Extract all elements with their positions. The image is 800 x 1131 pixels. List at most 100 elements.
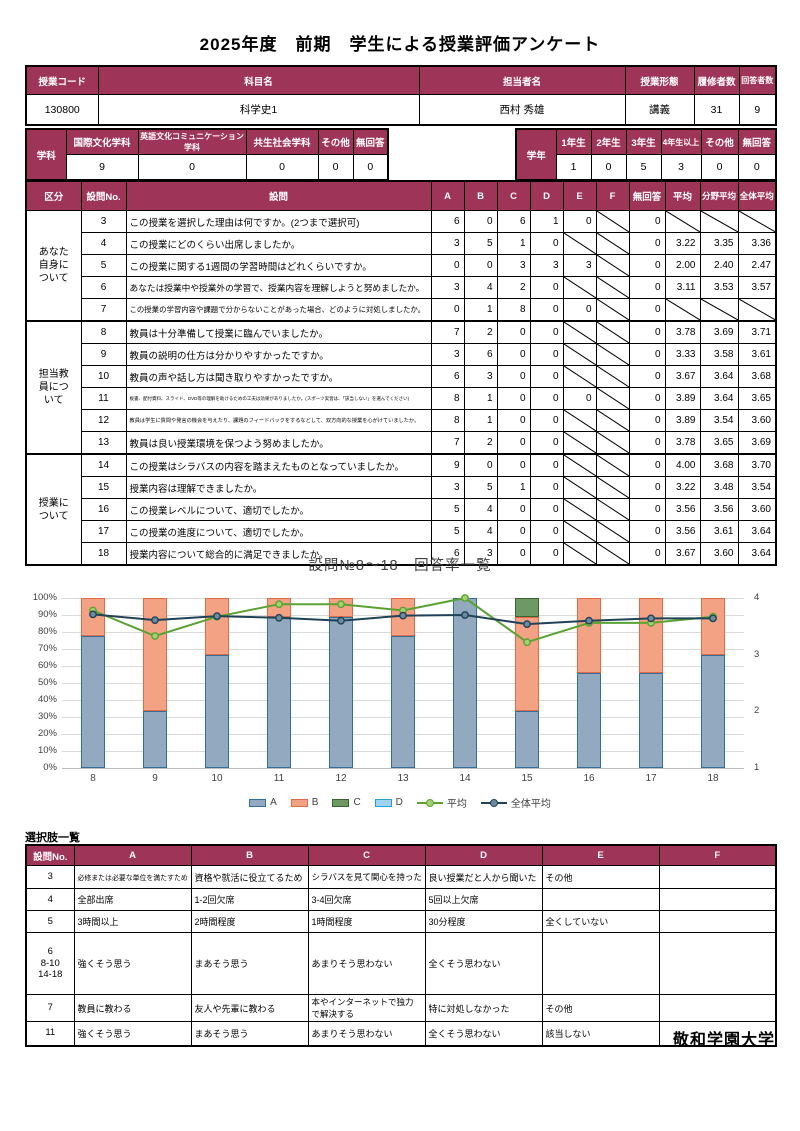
answer-count-cell: 0 [463,453,498,477]
y-axis-tick: 90% [37,609,57,620]
question-text: あなたは授業中や授業外の学習で、授業内容を理解しようと努めましたか。 [125,276,432,299]
answer-count-cell: 6 [496,210,531,233]
y-axis-tick: 70% [37,643,57,654]
average-cell: 3.36 [737,232,777,255]
question-number: 12 [80,409,127,432]
average-cell: 3.56 [699,498,739,521]
average-cell: 3.57 [737,276,777,299]
legend-label: B [311,797,319,808]
answer-count-cell: 0 [628,498,666,521]
choices-question-number: 6 8-10 14-18 [25,932,75,995]
answer-count-cell: 6 [430,210,465,233]
answer-count-cell: 3 [562,254,597,277]
average-cell: 3.22 [664,232,701,255]
question-row: 6 あなたは授業中や授業外の学習で、授業内容を理解しようと努めましたか。 3 4 2 0 0… [26,276,777,299]
answer-count-cell: 5 [430,498,465,521]
choice-text-cell: 全くしていない [541,910,660,933]
average-cell: 3.89 [664,409,701,432]
line-marker [151,616,159,624]
average-cell: 3.68 [699,453,739,477]
answer-count-cell: 0 [496,343,531,366]
choice-text-cell: 友人や先輩に教わる [190,994,309,1022]
choice-text-cell [658,932,777,995]
choice-text-cell: 特に対処しなかった [424,994,543,1022]
question-number: 5 [80,254,127,277]
question-header-1: 設問No. [80,180,127,211]
answer-count-cell: 1 [463,409,498,432]
dept-header-1: 国際文化学科 [65,128,139,155]
choice-text-cell [658,1021,777,1046]
answer-count-cell: 4 [463,276,498,299]
choices-row: 11 強くそう思う まあそう思う あまりそう思わない 全くそう思わない 該当しない [25,1021,777,1046]
dept-value-4: 0 [317,154,354,181]
answer-count-cell: 0 [628,232,666,255]
choices-header-4: D [424,844,543,866]
average-cell: 3.54 [699,409,739,432]
question-row: 5 この授業に関する1週間の学習時間はどれくらいですか。 0 0 3 3 3 0 2.00 2.4… [26,254,777,277]
diagonal-na-cell [595,298,630,322]
choices-row: 7 教員に教わる 友人や先輩に教わる 本やインターネットで独力で解決する 特に対処しなか… [25,994,777,1022]
answer-count-cell: 8 [430,409,465,432]
choice-text-cell: その他 [541,994,660,1022]
question-row: あなた自身について 3 この授業を選択した理由は何ですか。(2つまで選択可) 6 0 6 1… [25,210,777,322]
question-header-6: D [529,180,564,211]
question-header-0: 区分 [25,180,82,211]
answer-count-cell: 0 [628,365,666,388]
question-text: 授業内容は理解できましたか。 [125,476,432,499]
respondents-header: 回答者数 [738,65,777,95]
enrolled-header: 履修者数 [693,65,740,95]
average-cell: 3.64 [699,387,739,410]
choices-table: 設問No. A B C D E F 3 必修または必要な単位を満たすため 資格や就活に役立てるため… [25,844,777,1047]
line-marker [523,620,531,628]
category-label: 授業について [25,453,82,566]
average-cell: 3.78 [664,320,701,344]
y-axis-tick: 50% [37,677,57,688]
grade-value-4: 3 [660,154,702,181]
legend-item-c: C [332,797,361,808]
question-row: 10 教員の声や話し方は聞き取りやすかったですか。 6 3 0 0 0 3.67 3.64 3.6… [26,365,777,388]
question-row: 7 この授業の学習内容や課題で分からないことがあった場合、どのように対処しましたか… [26,298,777,322]
question-table-header-row: 区分 設問No. 設問 A B C D E F 無回答 平均 分野平均 全体平均 [25,180,777,211]
average-cell: 3.64 [737,520,777,543]
secondary-axis-tick: 1 [754,762,760,773]
question-header-11: 分野平均 [699,180,739,211]
x-axis-label: 9 [152,773,158,784]
bar-segment-a [143,711,167,768]
diagonal-na-cell [595,365,630,388]
grade-header-5: その他 [700,128,739,155]
choices-header-5: E [541,844,660,866]
page-title: 2025年度 前期 学生による授業評価アンケート [199,35,601,54]
bar-segment-a [267,616,291,768]
question-text: 教員は十分準備して授業に臨んでいましたか。 [125,320,432,344]
dept-value-5: 0 [352,154,389,181]
dept-header-5: 無回答 [352,128,389,155]
question-header-4: B [463,180,498,211]
line-marker [709,614,717,623]
choice-text-cell: 良い授業だと人から聞いた [424,865,543,889]
legend-swatch-icon [290,798,308,807]
question-text: この授業にどのくらい出席しましたか。 [125,232,432,255]
answer-count-cell: 1 [463,387,498,410]
average-cell: 4.00 [664,453,701,477]
university-logo-text: 敬和学園大学 [672,1032,775,1049]
choices-question-number: 4 [25,888,75,911]
question-number: 6 [80,276,127,299]
answer-count-cell: 0 [628,453,666,477]
answer-count-cell: 0 [529,298,564,322]
question-text: この授業はシラバスの内容を踏まえたものとなっていましたか。 [125,453,432,477]
question-header-9: 無回答 [628,180,666,211]
answer-count-cell: 3 [529,254,564,277]
diagonal-na-cell [595,453,630,477]
answer-count-cell: 0 [529,520,564,543]
answer-count-cell: 1 [496,476,531,499]
answer-count-cell: 0 [496,387,531,410]
diagonal-na-cell [562,232,597,255]
answer-count-cell: 0 [430,298,465,322]
answer-count-cell: 3 [430,232,465,255]
x-axis-label: 12 [335,773,347,784]
legend-item-d: D [374,797,403,808]
line-marker [461,594,469,602]
diagonal-na-cell [562,476,597,499]
course-header-row: 授業コード 科目名 担当者名 授業形態 履修者数 回答者数 [25,65,777,95]
x-axis-label: 14 [459,773,471,784]
